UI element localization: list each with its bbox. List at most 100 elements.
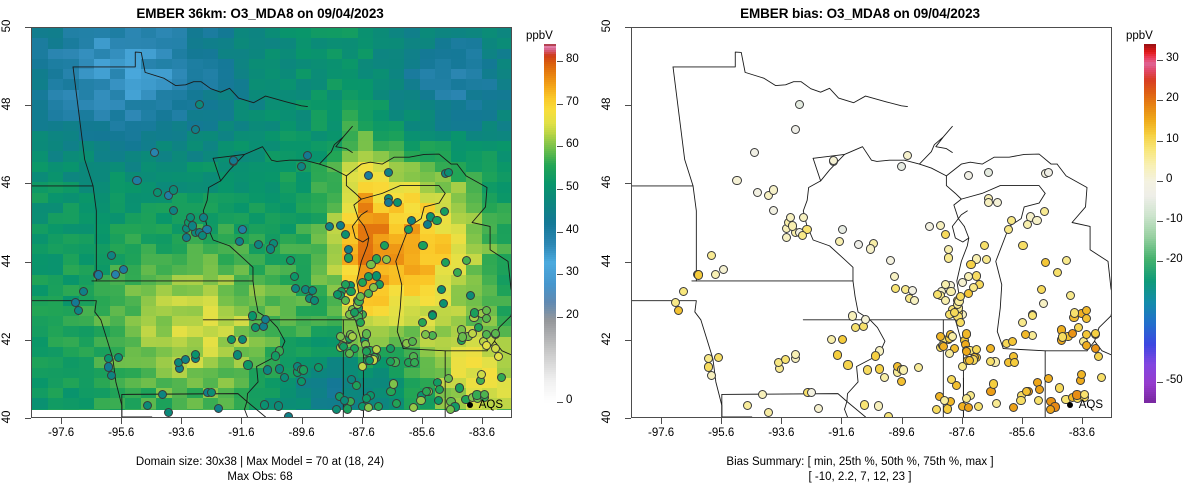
aqs-station-marker (461, 256, 471, 266)
panel-model-concentration: EMBER 36km: O3_MDA8 on 09/04/2023 AQS -9… (1, 6, 579, 483)
aqs-station-marker (428, 310, 438, 320)
aqs-station-marker (290, 283, 300, 293)
aqs-station-marker (859, 400, 869, 410)
y-tick-label: 48 (1, 97, 13, 111)
aqs-station-marker (947, 332, 957, 342)
aqs-station-marker (465, 290, 475, 300)
aqs-station-marker (711, 270, 721, 280)
plot-area-bias[interactable]: AQS (631, 27, 1112, 418)
aqs-station-marker (874, 364, 884, 374)
x-tick-mark (121, 418, 123, 424)
y-tick-mark (625, 339, 631, 341)
aqs-station-marker (838, 224, 848, 234)
aqs-station-marker (298, 365, 308, 375)
aqs-station-marker (190, 125, 200, 135)
x-tick-mark (721, 418, 723, 424)
y-tick-label: 42 (1, 332, 13, 346)
aqs-station-marker (886, 255, 896, 265)
aqs-station-marker (153, 187, 163, 198)
aqs-station-marker (1074, 323, 1084, 333)
aqs-station-marker (325, 222, 335, 232)
aqs-station-marker (199, 213, 209, 223)
aqs-station-marker (968, 283, 978, 293)
aqs-station-marker (945, 348, 955, 358)
aqs-station-marker (763, 191, 773, 201)
aqs-station-marker (482, 305, 492, 315)
aqs-station-marker (469, 308, 480, 318)
aqs-station-marker (704, 354, 714, 364)
aqs-station-marker (914, 363, 924, 373)
x-tick-mark (361, 418, 363, 424)
aqs-station-marker (365, 356, 375, 366)
aqs-station-marker (314, 363, 324, 373)
aqs-station-marker (361, 346, 371, 356)
aqs-station-marker (985, 344, 995, 354)
aqs-station-marker (273, 401, 283, 411)
aqs-station-marker (381, 254, 392, 264)
aqs-station-marker (303, 151, 313, 161)
aqs-station-marker (719, 264, 729, 274)
aqs-station-marker (497, 372, 507, 382)
aqs-station-marker (949, 307, 959, 318)
aqs-station-marker (235, 237, 245, 247)
aqs-station-marker (418, 318, 428, 328)
colorbar-tick-label: 30 (566, 266, 579, 279)
aqs-station-marker (349, 307, 359, 318)
aqs-station-marker (198, 231, 208, 241)
colorbar-tick-mark (1157, 261, 1163, 263)
aqs-station-marker (993, 198, 1003, 208)
aqs-station-marker (168, 205, 178, 215)
aqs-station-marker (957, 278, 967, 288)
x-tick-mark (481, 418, 483, 424)
aqs-station-marker (373, 402, 384, 412)
aqs-station-marker (191, 350, 201, 360)
panel-title-right: EMBER bias: O3_MDA8 on 09/04/2023 (740, 6, 980, 21)
colorbar-tick-label: 10 (1166, 132, 1179, 145)
aqs-station-marker (829, 155, 839, 166)
aqs-station-marker (1090, 343, 1100, 353)
aqs-station-marker (309, 296, 319, 306)
aqs-station-marker (142, 400, 153, 410)
aqs-station-marker (884, 412, 894, 417)
aqs-station-marker (474, 323, 484, 333)
aqs-station-marker (238, 224, 248, 234)
aqs-station-marker (939, 342, 949, 352)
aqs-station-marker (897, 162, 907, 172)
aqs-station-marker (437, 284, 447, 295)
aqs-legend-label: AQS (478, 399, 503, 411)
aqs-station-marker (799, 213, 809, 223)
x-tick-mark (61, 418, 63, 424)
colorbar-tick-label: 30 (1166, 52, 1179, 65)
colorbar-tick-label: 40 (566, 223, 579, 236)
colorbar-tick-label: 80 (566, 53, 579, 65)
aqs-station-marker (260, 314, 270, 325)
aqs-station-marker (826, 335, 836, 345)
aqs-station-marker (966, 260, 976, 270)
aqs-station-marker (1018, 241, 1028, 251)
aqs-station-marker (407, 216, 417, 226)
aqs-station-marker (418, 241, 428, 251)
aqs-station-marker (347, 375, 357, 385)
y-tick-label: 50 (1, 19, 13, 33)
aqs-station-marker (947, 375, 957, 385)
aqs-station-marker (935, 221, 945, 231)
aqs-station-marker (163, 407, 173, 417)
aqs-station-marker (961, 393, 971, 404)
aqs-station-marker (403, 224, 413, 234)
aqs-station-marker (985, 356, 996, 366)
aqs-station-marker (111, 270, 121, 280)
aqs-station-marker (383, 197, 393, 208)
aqs-station-marker (1065, 290, 1075, 300)
x-tick-label: -89.6 (288, 427, 315, 439)
aqs-station-marker (180, 355, 190, 365)
aqs-station-marker (898, 365, 908, 375)
aqs-station-marker (385, 356, 396, 366)
plot-area-model[interactable]: AQS (31, 27, 512, 418)
aqs-station-marker (1035, 385, 1045, 395)
colorbar-tick-mark (557, 274, 563, 276)
colorbar-tick-label: 0 (566, 394, 573, 406)
aqs-station-marker (416, 396, 426, 406)
y-tick-mark (25, 418, 31, 419)
aqs-station-marker (421, 387, 431, 397)
aqs-station-marker (1058, 332, 1068, 342)
